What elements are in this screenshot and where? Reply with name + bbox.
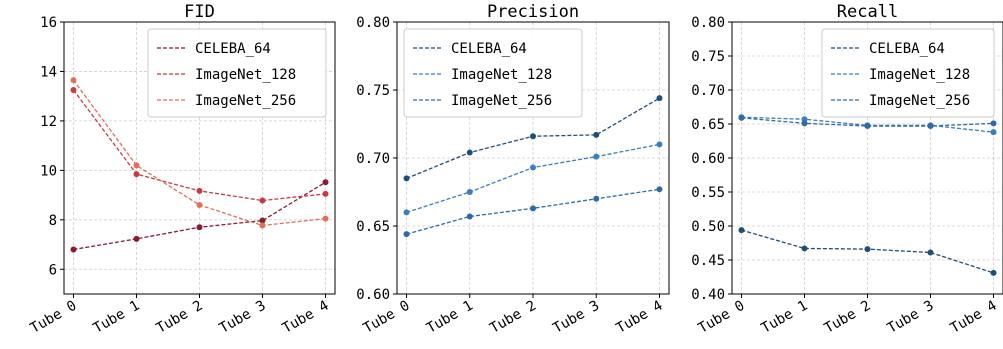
data-point: [927, 249, 934, 256]
data-point: [133, 235, 140, 242]
data-point: [990, 269, 997, 276]
x-tick-label: Tube 0: [28, 298, 80, 337]
legend-label: CELEBA_64: [451, 41, 527, 57]
data-point: [70, 77, 77, 84]
x-tick-label: Tube 4: [614, 298, 666, 337]
data-point: [530, 133, 536, 140]
chart-panel-2: Recall 0.40 0.45 0.50 0.55 0.60 0.65 0.70 0.75 0.…: [691, 2, 1003, 337]
x-tick-label: Tube 3: [550, 298, 602, 337]
legend-label: CELEBA_64: [195, 41, 271, 57]
y-tick-label: 0.45: [691, 253, 725, 269]
x-tick-label: Tube 3: [217, 298, 269, 337]
x-tick-label: Tube 1: [424, 298, 476, 337]
y-tick-label: 16: [40, 15, 57, 31]
legend-label: ImageNet_128: [451, 67, 552, 83]
legend-label: ImageNet_256: [869, 93, 970, 109]
data-point: [593, 195, 600, 202]
data-point: [801, 245, 808, 252]
y-tick-label: 0.65: [356, 219, 390, 235]
data-point: [466, 213, 473, 220]
chart-panel-1: Precision 0.60 0.65 0.70 0.75 0.80 Tube 0 Tube …: [356, 2, 670, 337]
y-tick-label: 14: [40, 64, 57, 80]
data-point: [196, 201, 203, 208]
data-point: [593, 153, 600, 160]
data-point: [259, 217, 266, 224]
data-point: [864, 246, 871, 253]
data-point: [656, 95, 663, 102]
data-point: [738, 227, 745, 234]
y-tick-label: 8: [49, 213, 57, 229]
y-tick-label: 0.80: [356, 15, 390, 31]
x-tick-label: Tube 2: [487, 298, 539, 337]
data-point: [196, 224, 203, 231]
x-tick-label: Tube 1: [91, 298, 143, 337]
y-tick-label: 10: [40, 163, 57, 179]
data-point: [530, 164, 536, 171]
y-tick-label: 0.50: [691, 219, 725, 235]
data-point: [990, 120, 997, 127]
data-point: [801, 120, 808, 127]
y-tick-label: 0.75: [691, 49, 725, 65]
data-point: [466, 149, 473, 156]
y-tick-label: 0.80: [691, 15, 725, 31]
data-point: [133, 171, 140, 178]
legend-box: [403, 28, 583, 118]
data-point: [322, 215, 329, 222]
chart-title: Recall: [837, 2, 898, 22]
x-tick-label: Tube 2: [822, 298, 874, 337]
y-tick-label: 0.55: [691, 185, 725, 201]
data-point: [196, 187, 203, 194]
y-tick-label: 0.70: [356, 151, 390, 167]
data-point: [927, 123, 934, 130]
chart-title: FID: [184, 2, 215, 22]
legend-label: ImageNet_128: [869, 67, 970, 83]
data-point: [738, 114, 745, 121]
legend-box: [821, 28, 995, 118]
data-point: [466, 189, 473, 195]
y-tick-label: 6: [49, 262, 57, 278]
y-tick-label: 0.65: [691, 117, 725, 133]
data-point: [70, 246, 77, 253]
data-point: [259, 222, 266, 229]
x-tick-label: Tube 4: [280, 298, 332, 337]
y-tick-label: 0.70: [691, 83, 725, 99]
data-point: [403, 175, 410, 182]
y-tick-label: 0.60: [356, 287, 390, 303]
y-tick-label: 0.75: [356, 83, 390, 99]
data-point: [656, 186, 663, 193]
x-tick-label: Tube 2: [154, 298, 206, 337]
legend-label: ImageNet_256: [451, 93, 552, 109]
data-point: [403, 209, 410, 216]
chart-panel-0: FID 6 8 10 12 14 16 Tube 0 Tube 1 Tube 2 Tube 3 Tub…: [28, 2, 336, 337]
data-point: [259, 197, 266, 204]
x-tick-label: Tube 0: [696, 298, 748, 337]
data-point: [593, 131, 600, 138]
data-point: [133, 162, 140, 169]
x-tick-label: Tube 1: [759, 298, 811, 337]
data-point: [656, 141, 663, 148]
data-point: [70, 87, 77, 93]
data-point: [403, 231, 410, 238]
data-point: [322, 179, 329, 186]
data-point: [990, 129, 997, 136]
y-tick-label: 0.60: [691, 151, 725, 167]
data-point: [322, 190, 329, 197]
legend-box: [147, 28, 327, 118]
x-tick-label: Tube 0: [361, 298, 413, 337]
legend-label: CELEBA_64: [869, 41, 945, 57]
data-point: [864, 123, 871, 130]
y-tick-label: 12: [40, 114, 57, 130]
legend-label: ImageNet_256: [195, 93, 296, 109]
y-tick-label: 0.40: [691, 287, 725, 303]
data-point: [530, 205, 536, 212]
x-tick-label: Tube 3: [885, 298, 937, 337]
legend-label: ImageNet_128: [195, 67, 296, 83]
chart-title: Precision: [487, 2, 579, 22]
x-tick-label: Tube 4: [948, 298, 1000, 337]
